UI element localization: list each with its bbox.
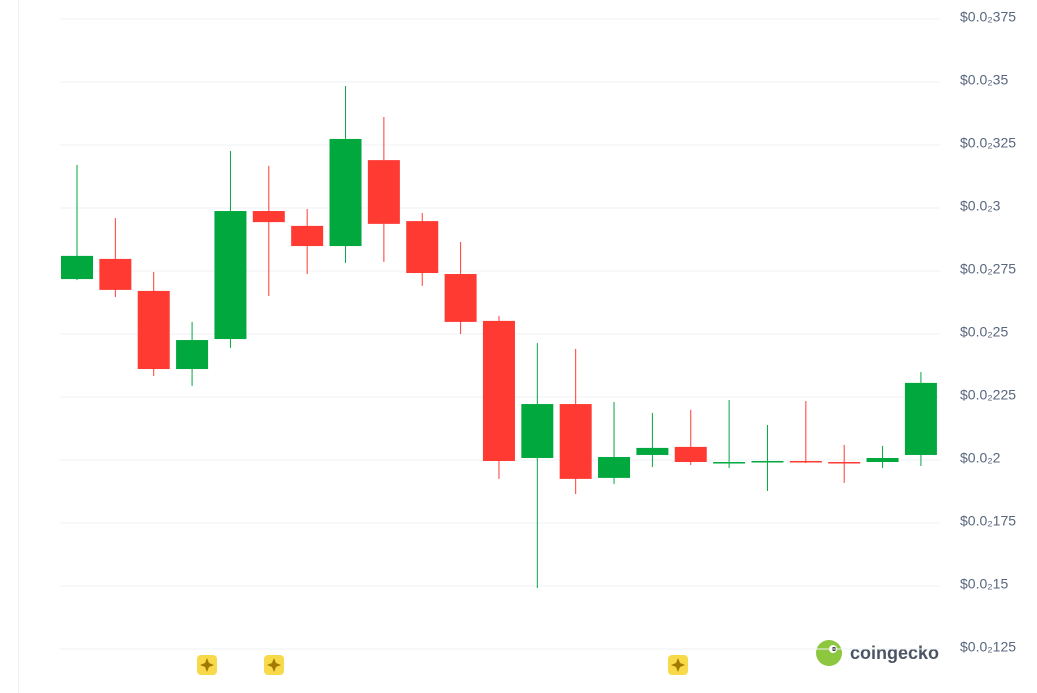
candle-body (674, 446, 707, 463)
y-tick-label: $0.0₂3 (960, 198, 1001, 214)
candle-body (789, 461, 822, 463)
candle-body (828, 462, 861, 464)
logo-icon (816, 640, 842, 666)
candle-body (329, 138, 362, 247)
candle-body (406, 221, 439, 274)
y-tick-label: $0.0₂375 (960, 9, 1016, 25)
y-tick-label: $0.0₂125 (960, 639, 1016, 655)
y-tick-label: $0.0₂35 (960, 72, 1008, 88)
event-markers (197, 655, 688, 675)
event-icon (671, 658, 685, 672)
candle-body (636, 447, 669, 455)
candle-body (713, 462, 746, 464)
candle-body (367, 160, 400, 224)
candle-body (751, 461, 784, 463)
y-tick-label: $0.0₂25 (960, 324, 1008, 340)
brand-logo: coingecko (816, 640, 939, 666)
candle-body (291, 225, 324, 247)
y-tick-label: $0.0₂325 (960, 135, 1016, 151)
candle-body (904, 382, 937, 455)
event-icon (200, 658, 214, 672)
candle-body (252, 211, 285, 223)
candle-body (866, 457, 899, 463)
y-tick-label: $0.0₂225 (960, 387, 1016, 403)
candle-body (559, 404, 592, 479)
y-tick-label: $0.0₂2 (960, 450, 1001, 466)
candle-body (482, 320, 515, 462)
candles (61, 86, 937, 589)
candle-body (521, 404, 554, 458)
candle-body (176, 340, 209, 370)
y-tick-label: $0.0₂175 (960, 513, 1016, 529)
candle-body (137, 290, 170, 370)
candle-body (598, 456, 631, 478)
candle-body (61, 255, 93, 280)
event-icon (267, 658, 281, 672)
y-tick-label: $0.0₂275 (960, 261, 1016, 277)
brand-name: coingecko (850, 643, 939, 663)
y-tick-label: $0.0₂15 (960, 576, 1008, 592)
candle-body (99, 258, 132, 290)
candle-body (214, 211, 247, 340)
candle-body (444, 274, 477, 322)
